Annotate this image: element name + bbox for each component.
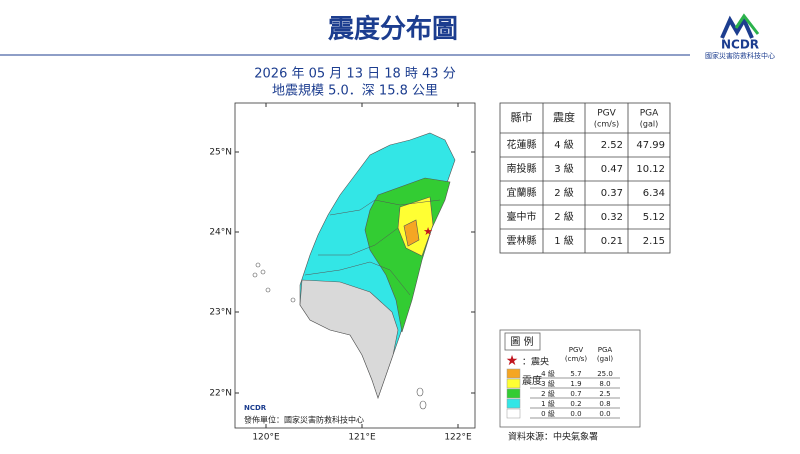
island: [255, 262, 261, 268]
island: [416, 387, 424, 397]
source: 資料來源：中央氣象署: [508, 431, 598, 443]
publisher: 發佈單位：國家災害防救科技中心: [244, 415, 364, 425]
lon-label: 121°E: [348, 433, 376, 443]
legend-pga: 0.0: [599, 410, 610, 418]
cell: 0.21: [601, 236, 623, 247]
legend: 震度 PGV(cm/s) PGA(gal) 4 級 5.7 25.0 3 級 1.9 8.0 2 …: [506, 346, 620, 419]
legend-swatch: [506, 368, 521, 379]
island: [252, 272, 258, 278]
cell: 臺中市: [507, 210, 537, 223]
legend-header: PGA: [598, 346, 613, 354]
cell: 南投縣: [507, 162, 537, 175]
island: [290, 297, 296, 303]
legend-pgv: 0.0: [570, 410, 581, 418]
legend-pgv: 5.7: [570, 370, 581, 378]
island: [260, 269, 266, 275]
cell: 0.47: [601, 164, 623, 175]
cell: 6.34: [643, 188, 665, 199]
intensity-4-area: [403, 219, 420, 247]
epicenter: ★: [423, 225, 433, 238]
cell: 0.32: [601, 212, 623, 223]
legend-level: 0 級: [541, 409, 555, 418]
no-data-area: [299, 279, 399, 399]
cell: 2.15: [643, 236, 665, 247]
logo: [720, 13, 760, 39]
cell: 花蓮縣: [507, 138, 537, 151]
header-label: PGA: [640, 109, 659, 119]
epicenter-label: ：震央: [522, 356, 549, 368]
header-unit: (gal): [640, 120, 658, 129]
map-logo: NCDR: [244, 404, 267, 412]
legend-level: 3 級: [541, 379, 555, 388]
island: [419, 400, 427, 410]
legend-level: 1 級: [541, 399, 555, 408]
legend-pga: 25.0: [597, 370, 613, 378]
lat-label: 24°N: [209, 228, 232, 238]
legend-pga: 8.0: [599, 380, 610, 388]
lat-label: 25°N: [209, 148, 232, 158]
cell: 3 級: [554, 162, 574, 175]
cell: 2 級: [554, 186, 574, 199]
legend-header: 震度: [522, 374, 542, 387]
legend-header: (gal): [597, 355, 613, 363]
cell: 1 級: [554, 234, 574, 247]
cell: 10.12: [636, 164, 665, 175]
lat-label: 23°N: [209, 308, 232, 318]
legend-level: 4 級: [541, 369, 555, 378]
county-line: [318, 227, 399, 256]
cell: 5.12: [643, 212, 665, 223]
legend-header: (cm/s): [565, 355, 587, 363]
legend-header: PGV: [569, 346, 584, 354]
legend-swatch: [506, 408, 521, 419]
logo-subtitle: 國家災害防救科技中心: [705, 51, 775, 60]
header-label: 震度: [553, 110, 575, 124]
county-line: [304, 261, 411, 296]
lat-label: 22°N: [209, 389, 232, 399]
legend-title: 圖 例: [510, 335, 533, 348]
legend-pgv: 0.7: [570, 390, 581, 398]
map: 25°N 24°N 23°N 22°N 120°E 121°E 122°E ★: [209, 103, 475, 443]
county-line: [329, 199, 441, 216]
legend-swatch: [506, 378, 521, 389]
legend-pga: 2.5: [599, 390, 610, 398]
cell: 2.52: [601, 140, 623, 151]
cell: 宜蘭縣: [507, 186, 537, 199]
title: 震度分布圖: [328, 14, 458, 45]
epicenter-icon: ★: [506, 353, 519, 369]
lon-label: 120°E: [252, 433, 280, 443]
legend-swatch: [506, 398, 521, 409]
cell: 2 級: [554, 210, 574, 223]
legend-pga: 0.8: [599, 400, 610, 408]
cell: 雲林縣: [507, 234, 537, 247]
legend-swatch: [506, 388, 521, 399]
table: 縣市 震度 PGV(cm/s) PGA(gal) 花蓮縣 4 級 2.52 47.99 南投縣 3…: [499, 102, 671, 254]
lon-label: 122°E: [444, 433, 472, 443]
header-label: 縣市: [511, 110, 533, 124]
header-label: PGV: [597, 109, 616, 119]
cell: 4 級: [554, 138, 574, 151]
legend-level: 2 級: [541, 389, 555, 398]
cell: 47.99: [636, 140, 665, 151]
cell: 0.37: [601, 188, 623, 199]
logo-text: NCDR: [721, 38, 759, 52]
legend-title-box: [504, 332, 541, 351]
magnitude: 地震規模 5.0．深 15.8 公里: [272, 84, 438, 99]
header-unit: (cm/s): [594, 120, 619, 129]
legend-pgv: 0.2: [570, 400, 581, 408]
datetime: 2026 年 05 月 13 日 18 時 43 分: [254, 67, 455, 82]
legend-pgv: 1.9: [570, 380, 581, 388]
island: [265, 287, 271, 293]
